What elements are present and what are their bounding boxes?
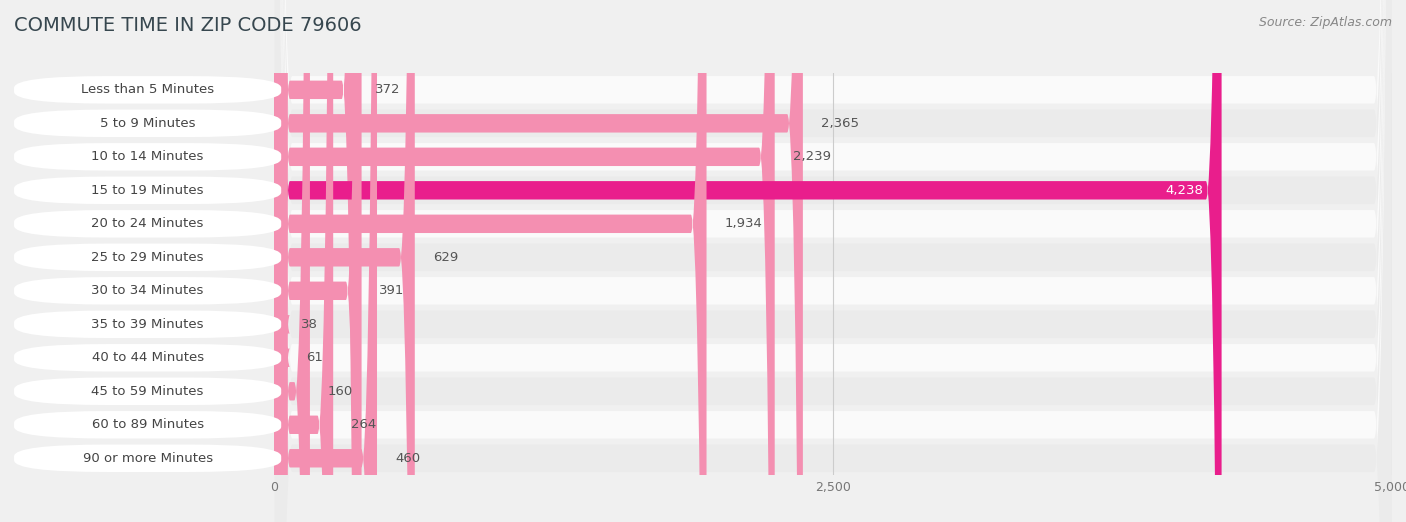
FancyBboxPatch shape xyxy=(14,210,281,238)
FancyBboxPatch shape xyxy=(14,377,281,405)
Text: 2,239: 2,239 xyxy=(793,150,831,163)
FancyBboxPatch shape xyxy=(274,0,415,522)
FancyBboxPatch shape xyxy=(14,411,281,438)
FancyBboxPatch shape xyxy=(14,176,281,204)
FancyBboxPatch shape xyxy=(274,0,1392,522)
FancyBboxPatch shape xyxy=(14,311,281,338)
Text: 460: 460 xyxy=(395,452,420,465)
Text: 90 or more Minutes: 90 or more Minutes xyxy=(83,452,212,465)
Text: 45 to 59 Minutes: 45 to 59 Minutes xyxy=(91,385,204,398)
FancyBboxPatch shape xyxy=(274,0,1392,522)
Text: COMMUTE TIME IN ZIP CODE 79606: COMMUTE TIME IN ZIP CODE 79606 xyxy=(14,16,361,34)
Text: 10 to 14 Minutes: 10 to 14 Minutes xyxy=(91,150,204,163)
FancyBboxPatch shape xyxy=(274,0,1392,522)
FancyBboxPatch shape xyxy=(274,0,377,522)
FancyBboxPatch shape xyxy=(274,0,1392,522)
FancyBboxPatch shape xyxy=(274,0,775,522)
Text: 372: 372 xyxy=(375,84,401,97)
Text: 40 to 44 Minutes: 40 to 44 Minutes xyxy=(91,351,204,364)
Text: 160: 160 xyxy=(328,385,353,398)
Text: Less than 5 Minutes: Less than 5 Minutes xyxy=(82,84,214,97)
FancyBboxPatch shape xyxy=(274,0,1392,522)
Text: 2,365: 2,365 xyxy=(821,117,859,130)
FancyBboxPatch shape xyxy=(14,277,281,304)
FancyBboxPatch shape xyxy=(274,0,803,522)
FancyBboxPatch shape xyxy=(14,445,281,472)
Text: 30 to 34 Minutes: 30 to 34 Minutes xyxy=(91,284,204,298)
Text: 629: 629 xyxy=(433,251,458,264)
Text: 4,238: 4,238 xyxy=(1166,184,1204,197)
Text: 25 to 29 Minutes: 25 to 29 Minutes xyxy=(91,251,204,264)
FancyBboxPatch shape xyxy=(274,0,1392,522)
FancyBboxPatch shape xyxy=(274,0,1392,522)
FancyBboxPatch shape xyxy=(274,0,1392,522)
FancyBboxPatch shape xyxy=(274,0,309,522)
FancyBboxPatch shape xyxy=(274,0,1392,522)
FancyBboxPatch shape xyxy=(14,110,281,137)
Text: 5 to 9 Minutes: 5 to 9 Minutes xyxy=(100,117,195,130)
FancyBboxPatch shape xyxy=(274,0,1392,522)
Text: 1,934: 1,934 xyxy=(724,217,762,230)
Text: 20 to 24 Minutes: 20 to 24 Minutes xyxy=(91,217,204,230)
FancyBboxPatch shape xyxy=(267,0,290,522)
FancyBboxPatch shape xyxy=(274,0,1392,522)
Text: 264: 264 xyxy=(352,418,377,431)
Text: 35 to 39 Minutes: 35 to 39 Minutes xyxy=(91,318,204,331)
Text: 38: 38 xyxy=(301,318,318,331)
FancyBboxPatch shape xyxy=(274,0,357,522)
FancyBboxPatch shape xyxy=(274,0,333,522)
FancyBboxPatch shape xyxy=(14,344,281,372)
FancyBboxPatch shape xyxy=(14,143,281,171)
FancyBboxPatch shape xyxy=(274,0,707,522)
Text: 391: 391 xyxy=(380,284,405,298)
Text: 61: 61 xyxy=(305,351,322,364)
FancyBboxPatch shape xyxy=(273,0,290,522)
FancyBboxPatch shape xyxy=(14,76,281,103)
FancyBboxPatch shape xyxy=(14,244,281,271)
FancyBboxPatch shape xyxy=(274,0,1392,522)
FancyBboxPatch shape xyxy=(274,0,1222,522)
Text: 60 to 89 Minutes: 60 to 89 Minutes xyxy=(91,418,204,431)
Text: 15 to 19 Minutes: 15 to 19 Minutes xyxy=(91,184,204,197)
Text: Source: ZipAtlas.com: Source: ZipAtlas.com xyxy=(1258,16,1392,29)
FancyBboxPatch shape xyxy=(274,0,361,522)
